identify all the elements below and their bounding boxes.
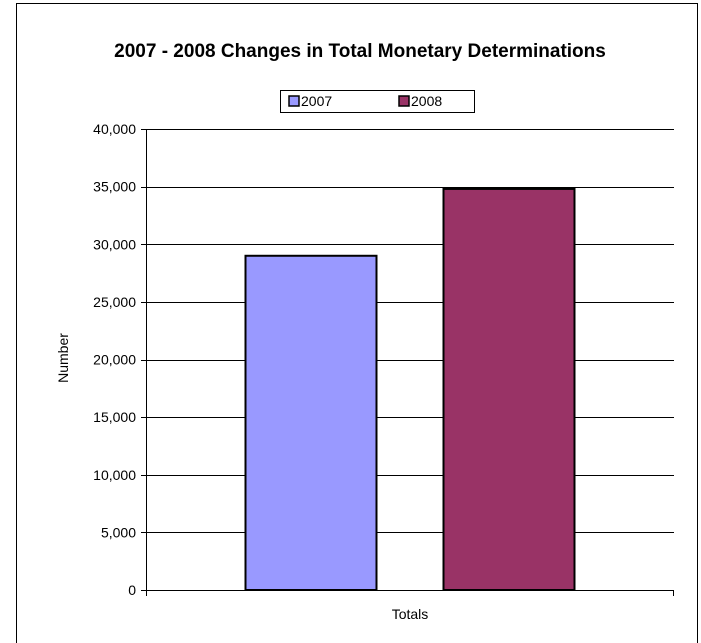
y-tick-labels: 0 5,000 10,000 15,000 20,000 25,000 30,000 35,0…	[93, 121, 136, 598]
y-tick-label: 30,000	[93, 236, 136, 252]
axes	[141, 129, 674, 596]
y-tick-label: 10,000	[93, 467, 136, 483]
bars	[244, 187, 576, 591]
chart-frame	[16, 3, 698, 643]
y-tick-label: 20,000	[93, 352, 136, 368]
legend-label-2007: 2007	[301, 93, 332, 109]
y-tick-label: 0	[128, 582, 136, 598]
legend-box	[280, 90, 475, 113]
y-tick-label: 5,000	[101, 524, 136, 540]
legend: 2007 2008	[280, 90, 475, 113]
x-tick-labels: Totals	[392, 606, 429, 622]
gridlines	[146, 129, 674, 533]
y-tick-label: 40,000	[93, 121, 136, 137]
legend-label-2008: 2008	[411, 93, 442, 109]
y-tick-label: 25,000	[93, 294, 136, 310]
legend-swatch-2008	[398, 95, 410, 107]
bar-2007	[244, 254, 378, 591]
y-tick-label: 15,000	[93, 409, 136, 425]
x-tick-label: Totals	[392, 606, 429, 622]
legend-swatch-2007	[288, 95, 300, 107]
chart-title: 2007 - 2008 Changes in Total Monetary De…	[114, 41, 606, 62]
bar-2008	[442, 187, 576, 591]
y-tick-label: 35,000	[93, 179, 136, 195]
y-axis-label: Number	[55, 333, 71, 383]
